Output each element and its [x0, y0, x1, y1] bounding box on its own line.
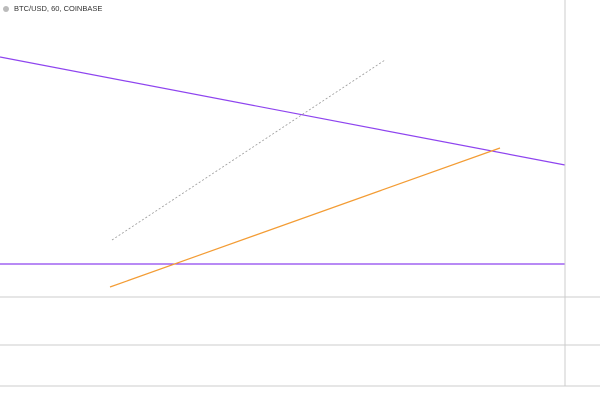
axis	[0, 0, 600, 387]
trend-line	[0, 56, 566, 166]
symbol: BTC/USD, 60, COINBASE	[14, 4, 102, 13]
labels: BTC/USD, 60, COINBASE	[14, 4, 102, 13]
trend-line	[109, 147, 501, 288]
status-dot	[3, 6, 9, 12]
fib-trend	[111, 59, 386, 241]
drawings	[0, 56, 566, 288]
